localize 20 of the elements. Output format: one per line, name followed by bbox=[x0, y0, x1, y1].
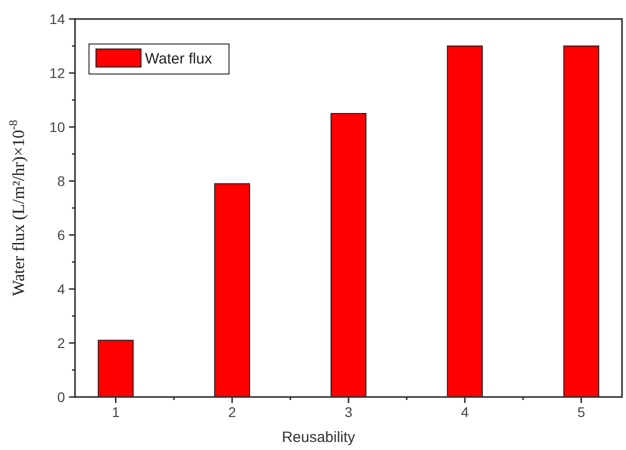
bar bbox=[214, 183, 250, 398]
y-tick-label: 6 bbox=[57, 226, 66, 243]
y-tick-label: 2 bbox=[57, 334, 66, 351]
y-tick-label: 4 bbox=[57, 280, 66, 297]
x-tick-label: 2 bbox=[228, 404, 236, 420]
legend-label: Water flux bbox=[145, 50, 212, 68]
bar bbox=[98, 340, 134, 398]
y-tick-label: 14 bbox=[49, 10, 66, 27]
y-tick-label: 12 bbox=[49, 64, 66, 81]
y-tick-label: 8 bbox=[57, 172, 66, 189]
bar bbox=[446, 46, 483, 398]
bar bbox=[563, 46, 600, 398]
x-tick-label: 4 bbox=[460, 404, 469, 420]
bar bbox=[330, 113, 366, 398]
x-tick-label: 5 bbox=[577, 404, 586, 420]
y-tick-label: 10 bbox=[49, 118, 66, 135]
x-axis-title: Reusability bbox=[282, 429, 356, 446]
x-tick-label: 3 bbox=[344, 404, 353, 420]
y-tick-label: 0 bbox=[57, 388, 66, 405]
x-tick-label: 1 bbox=[112, 404, 120, 420]
